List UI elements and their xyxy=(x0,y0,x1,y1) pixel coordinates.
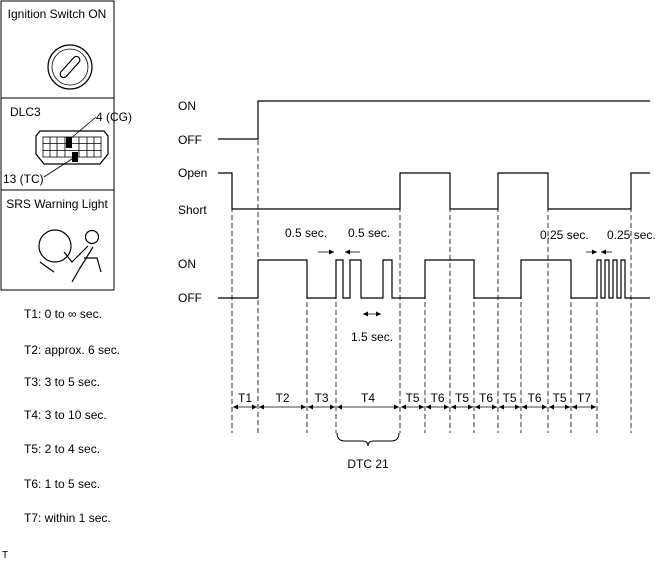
ignition-title: Ignition Switch ON xyxy=(8,7,107,21)
interval-label: T5 xyxy=(455,391,469,405)
interval-label: T7 xyxy=(577,391,591,405)
interval-label: T4 xyxy=(361,391,375,405)
interval-t6: T6 xyxy=(475,391,497,410)
timing-markers xyxy=(231,140,632,433)
interval-label: T6 xyxy=(527,391,541,405)
interval-t7: T7 xyxy=(572,391,596,410)
interval-label: T6 xyxy=(430,391,444,405)
interval-legend: T1: 0 to ∞ sec. T2: approx. 6 sec. T3: 3… xyxy=(24,307,120,525)
svg-text:1.5 sec.: 1.5 sec. xyxy=(351,330,393,344)
interval-label: T5 xyxy=(552,391,566,405)
interval-label: T5 xyxy=(405,391,419,405)
half-second-annotation-b: 0.5 sec. xyxy=(345,226,390,255)
svg-text:0.25 sec.: 0.25 sec. xyxy=(540,228,589,242)
legend-t4: T4: 3 to 10 sec. xyxy=(24,408,107,422)
interval-label: T2 xyxy=(275,391,289,405)
interval-label: T5 xyxy=(502,391,516,405)
ig-on-label: ON xyxy=(178,99,196,113)
ignition-key-icon xyxy=(47,44,93,90)
half-second-annotation-a: 0.5 sec. xyxy=(285,226,334,255)
interval-t5: T5 xyxy=(499,391,520,410)
interval-t6: T6 xyxy=(426,391,449,410)
interval-t4: T4 xyxy=(337,391,399,410)
srs-panel: SRS Warning Light xyxy=(0,189,115,291)
ignition-panel: Ignition Switch ON xyxy=(0,0,115,99)
dlc3-pin-cg-label: 4 (CG) xyxy=(96,110,132,124)
srs-lamp-waveform xyxy=(218,259,650,299)
interval-t5: T5 xyxy=(549,391,570,410)
footer-mark: T xyxy=(2,550,8,561)
tc-short-label: Short xyxy=(178,203,207,217)
pin-cg-leader xyxy=(68,116,97,141)
ignition-waveform xyxy=(218,100,650,140)
interval-t2: T2 xyxy=(259,391,306,410)
interval-dimension-row: T1 T2 T3 T4 T5 T6 T5 T6 T5 T6 T5 T7 xyxy=(233,391,596,410)
legend-t2: T2: approx. 6 sec. xyxy=(24,343,120,357)
ig-off-label: OFF xyxy=(178,133,202,147)
interval-label: T3 xyxy=(314,391,328,405)
legend-t1: T1: 0 to ∞ sec. xyxy=(24,307,102,321)
dlc3-title: DLC3 xyxy=(10,105,41,119)
interval-t6: T6 xyxy=(522,391,547,410)
airbag-warning-icon xyxy=(38,229,102,283)
lamp-on-label: ON xyxy=(178,257,196,271)
dtc-bracket: DTC 21 xyxy=(336,432,400,471)
quarter-second-annotation-a: 0.25 sec. xyxy=(540,228,597,255)
legend-t7: T7: within 1 sec. xyxy=(24,511,111,525)
legend-t3: T3: 3 to 5 sec. xyxy=(24,375,100,389)
legend-t5: T5: 2 to 4 sec. xyxy=(24,442,100,456)
interval-t1: T1 xyxy=(233,391,257,410)
svg-text:0.25 sec.: 0.25 sec. xyxy=(607,228,656,242)
quarter-second-annotation-b: 0.25 sec. xyxy=(601,228,656,255)
one-half-second-annotation: 1.5 sec. xyxy=(351,311,393,344)
interval-t5: T5 xyxy=(401,391,424,410)
srs-title: SRS Warning Light xyxy=(6,197,108,211)
pin-tc-leader xyxy=(43,156,76,178)
dtc-label: DTC 21 xyxy=(347,457,389,471)
interval-t5: T5 xyxy=(451,391,473,410)
svg-text:0.5 sec.: 0.5 sec. xyxy=(285,226,327,240)
lamp-off-label: OFF xyxy=(178,291,202,305)
interval-t3: T3 xyxy=(308,391,335,410)
tc-terminal-waveform xyxy=(218,172,650,210)
dlc3-connector-icon xyxy=(35,130,109,165)
legend-t6: T6: 1 to 5 sec. xyxy=(24,477,100,491)
interval-label: T1 xyxy=(238,391,252,405)
tc-open-label: Open xyxy=(178,166,207,180)
svg-text:0.5 sec.: 0.5 sec. xyxy=(348,226,390,240)
dlc3-panel: DLC3 4 (CG) 13 (TC) xyxy=(0,97,132,191)
dlc3-pin-tc-label: 13 (TC) xyxy=(3,172,44,186)
interval-label: T6 xyxy=(479,391,493,405)
